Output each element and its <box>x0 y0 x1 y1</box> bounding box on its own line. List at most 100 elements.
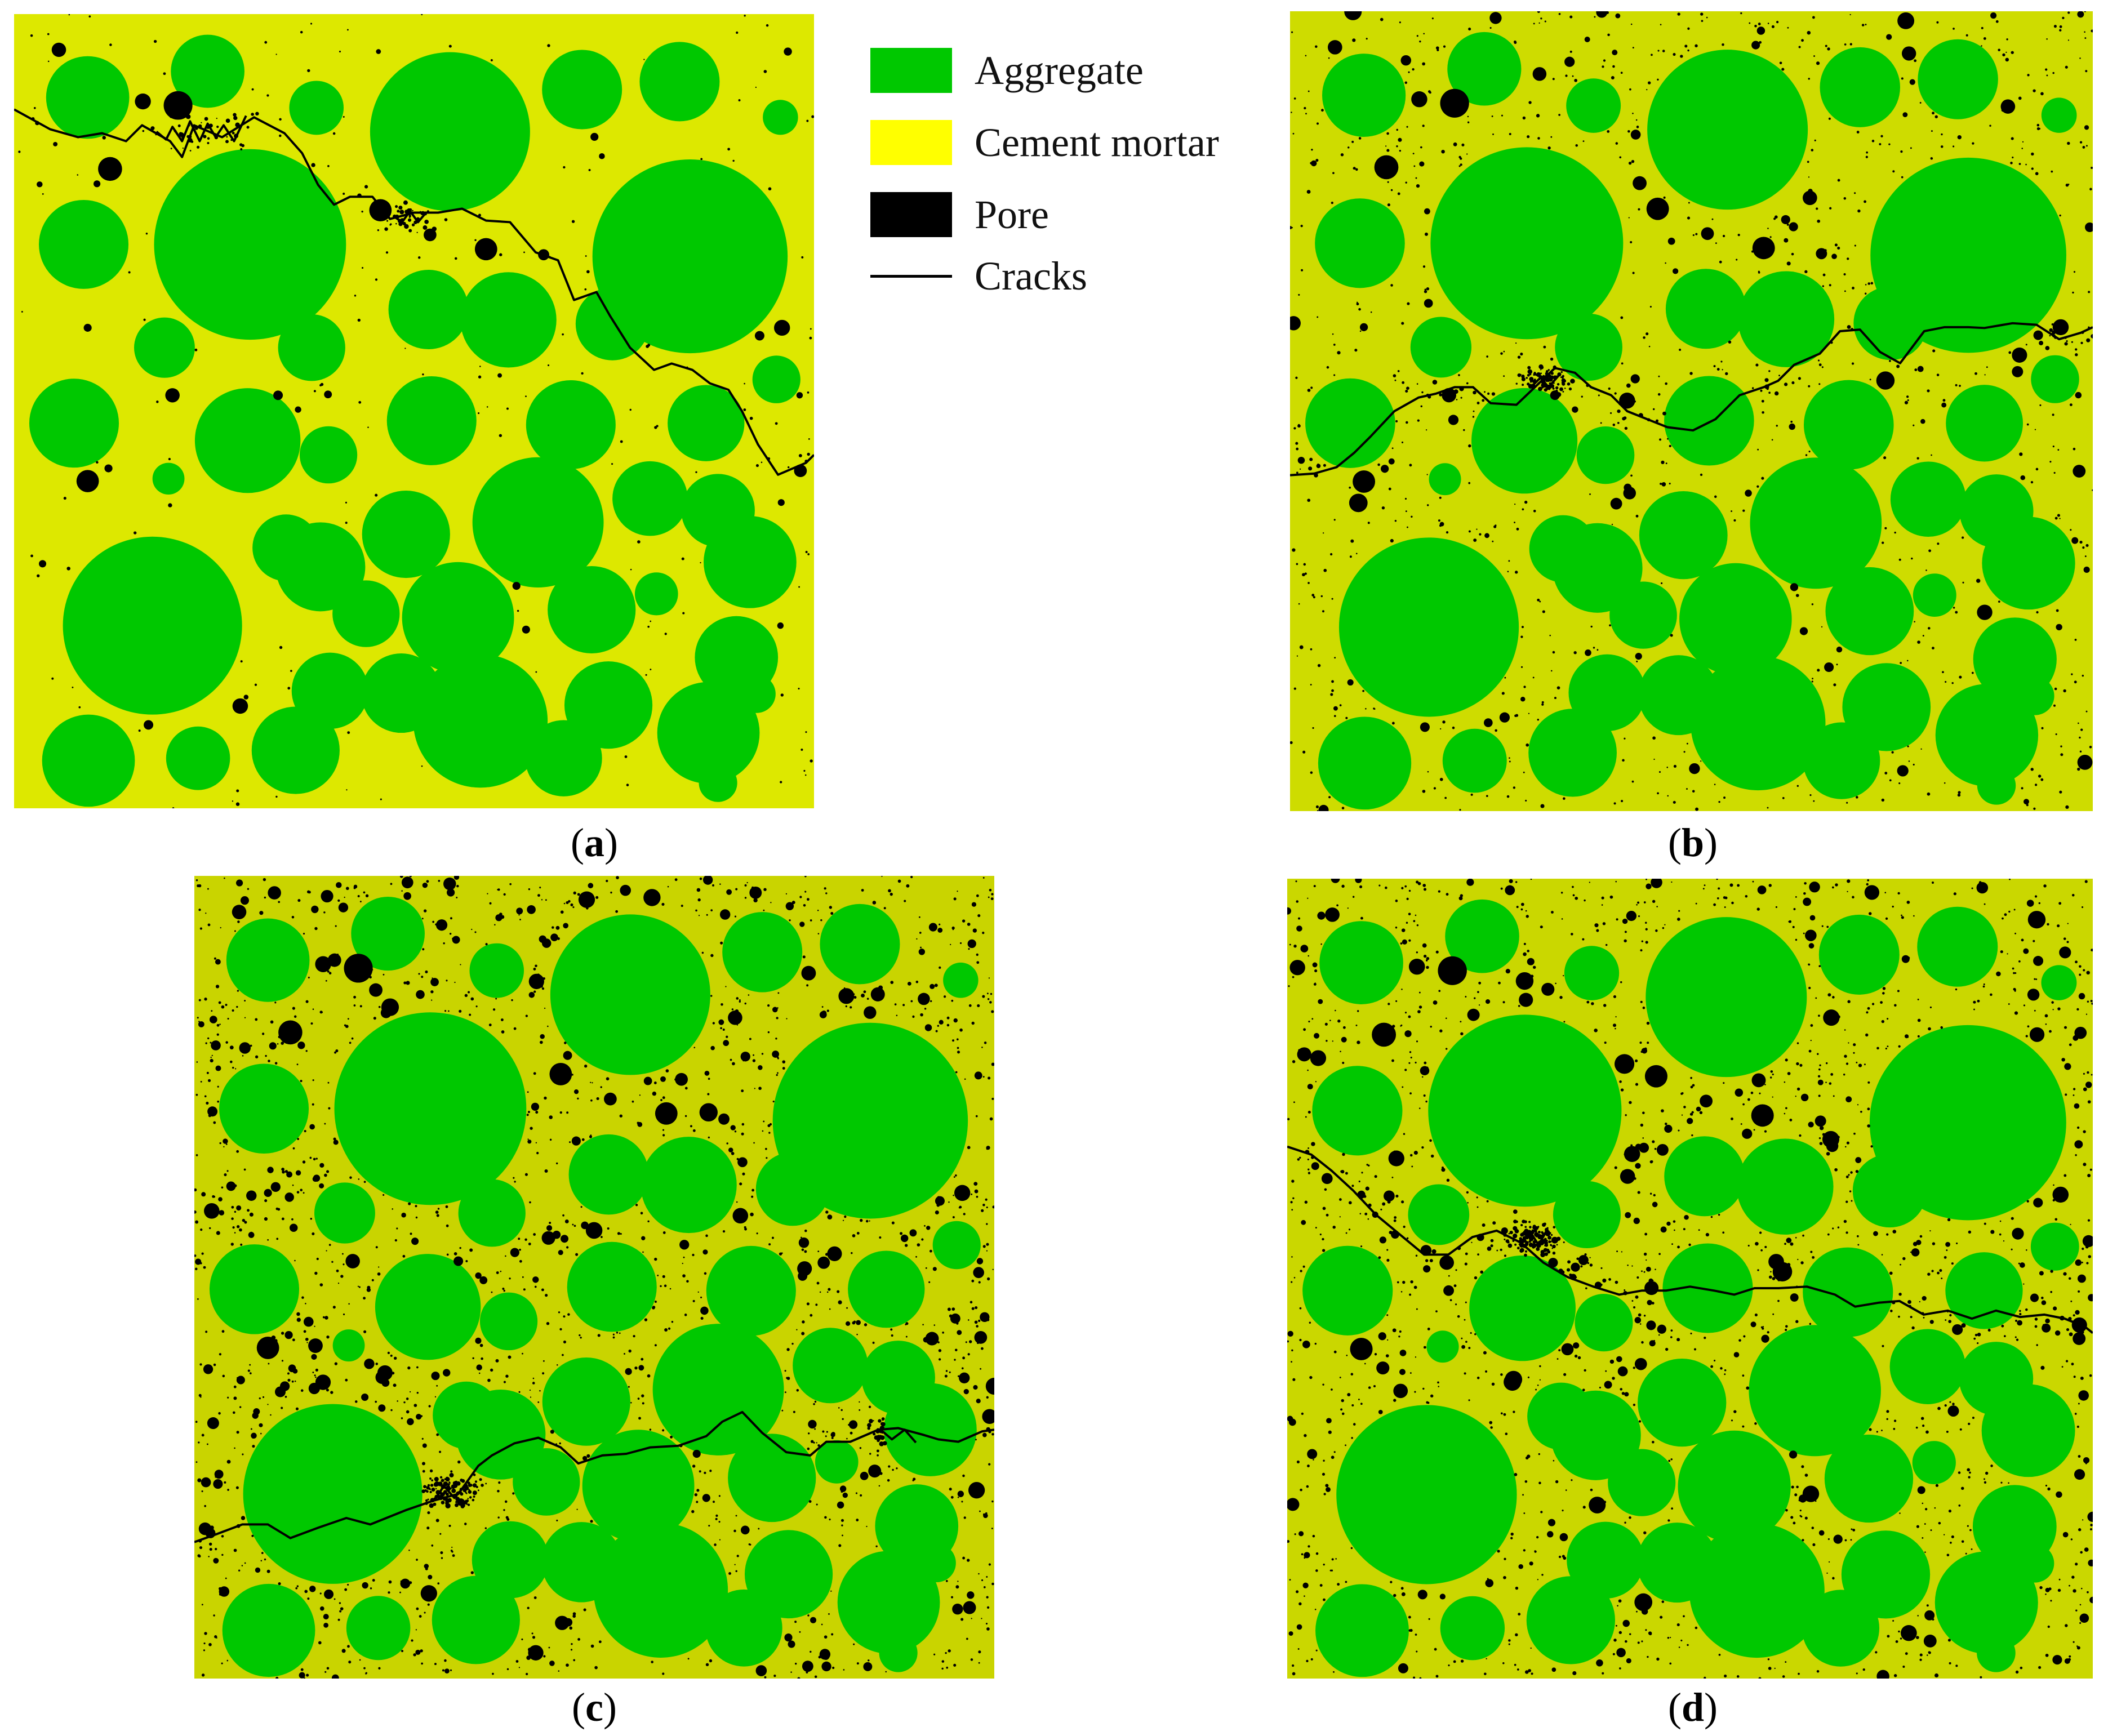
pore-speckle <box>566 1663 569 1667</box>
pore-speckle <box>1643 336 1646 339</box>
pore-speckle <box>547 44 550 47</box>
pore-speckle <box>413 1653 416 1657</box>
pore-speckle <box>1341 884 1345 888</box>
pore-speckle <box>459 1009 462 1013</box>
pore <box>564 1618 573 1627</box>
aggregate-particle <box>222 1583 315 1677</box>
pore-speckle <box>1958 1471 1961 1474</box>
pore-speckle <box>310 1022 313 1025</box>
pore <box>641 1236 646 1240</box>
crack-damage-speckle <box>679 1444 683 1448</box>
pore-speckle <box>1386 149 1390 152</box>
pore <box>319 1283 323 1287</box>
pore <box>2087 1173 2091 1177</box>
pore-speckle <box>1803 932 1805 934</box>
pore-speckle <box>535 1142 537 1143</box>
pore-speckle <box>244 1562 246 1564</box>
pore-speckle <box>244 1221 247 1224</box>
pore-speckle <box>1731 1118 1733 1120</box>
pore <box>1325 907 1340 922</box>
pore-speckle <box>971 1618 972 1619</box>
pore-speckle <box>365 894 369 898</box>
pore-speckle <box>1834 1168 1838 1172</box>
pore-speckle <box>946 1666 949 1669</box>
pore <box>1401 1592 1406 1596</box>
pore <box>2059 946 2071 959</box>
pore-speckle <box>1307 1465 1310 1467</box>
pore-speckle <box>945 1652 947 1654</box>
pore-speckle <box>892 1468 894 1471</box>
crack-damage-speckle <box>1662 411 1666 416</box>
pore-speckle <box>1380 1208 1382 1210</box>
pore-speckle <box>465 1260 468 1262</box>
panel-d-image <box>1287 879 2093 1679</box>
pore <box>66 567 70 571</box>
pore-speckle <box>1711 218 1714 220</box>
pore <box>737 1157 748 1168</box>
pore-speckle <box>1552 78 1555 81</box>
crack-damage-speckle <box>1631 1300 1634 1302</box>
crack-damage-speckle <box>1528 1235 1533 1240</box>
pore <box>827 1214 833 1220</box>
pore <box>784 1633 793 1642</box>
pore-speckle <box>1674 1229 1675 1231</box>
pore-speckle <box>544 1007 546 1009</box>
pore <box>213 1557 219 1564</box>
pore-speckle <box>1399 1330 1402 1333</box>
pore-speckle <box>416 1607 419 1610</box>
pore-speckle <box>653 1081 657 1084</box>
pore-speckle <box>777 1007 779 1009</box>
pore-speckle <box>1460 397 1462 399</box>
pore <box>1902 112 1908 118</box>
pore-speckle <box>1645 1629 1647 1631</box>
pore-speckle <box>941 1667 944 1670</box>
pore-speckle <box>1636 1610 1638 1613</box>
pore-speckle <box>708 1136 710 1139</box>
pore-speckle <box>260 1560 263 1562</box>
pore-speckle <box>799 1631 801 1633</box>
pore-speckle <box>1320 943 1322 945</box>
pore-speckle <box>1415 1254 1418 1257</box>
pore-speckle <box>519 1259 522 1263</box>
pore-speckle <box>756 1232 758 1235</box>
pore-speckle <box>1710 1365 1714 1368</box>
aggregate-particle <box>837 1551 940 1654</box>
pore-speckle <box>1553 1459 1555 1462</box>
pore <box>2056 624 2062 631</box>
pore-speckle <box>195 1154 198 1156</box>
pore-speckle <box>1759 1092 1761 1094</box>
pore-speckle <box>1804 1516 1808 1520</box>
pore <box>2085 1081 2092 1088</box>
pore-speckle <box>1725 372 1728 376</box>
pore-speckle <box>742 1060 745 1062</box>
pore-speckle <box>1470 1332 1472 1334</box>
pore-speckle <box>1754 1119 1758 1122</box>
pore-speckle <box>1743 1335 1746 1338</box>
pore-speckle <box>1576 1257 1579 1261</box>
pore-speckle <box>1502 1662 1505 1664</box>
pore <box>1855 1157 1862 1163</box>
pore <box>218 1197 223 1201</box>
pore-speckle <box>1315 45 1318 48</box>
pore-speckle <box>684 1115 687 1118</box>
pore <box>269 1042 277 1050</box>
pore-speckle <box>810 759 813 763</box>
pore-speckle <box>137 98 140 100</box>
aggregate-particle <box>1738 271 1835 367</box>
pore-speckle <box>949 1371 951 1373</box>
pore-speckle <box>1438 1386 1439 1387</box>
pore-speckle <box>1397 1388 1399 1390</box>
pore-speckle <box>415 1205 417 1208</box>
pore <box>1805 929 1817 941</box>
pore-speckle <box>657 1274 659 1276</box>
pore <box>1909 79 1915 85</box>
pore <box>475 1337 482 1344</box>
pore-speckle <box>205 1042 207 1044</box>
pore-speckle <box>234 1447 235 1449</box>
pore-speckle <box>1333 374 1336 376</box>
pore-speckle <box>986 1396 989 1399</box>
pore <box>2065 805 2069 809</box>
pore <box>232 905 247 919</box>
crack-damage-speckle <box>230 139 233 141</box>
pore-speckle <box>754 889 757 892</box>
